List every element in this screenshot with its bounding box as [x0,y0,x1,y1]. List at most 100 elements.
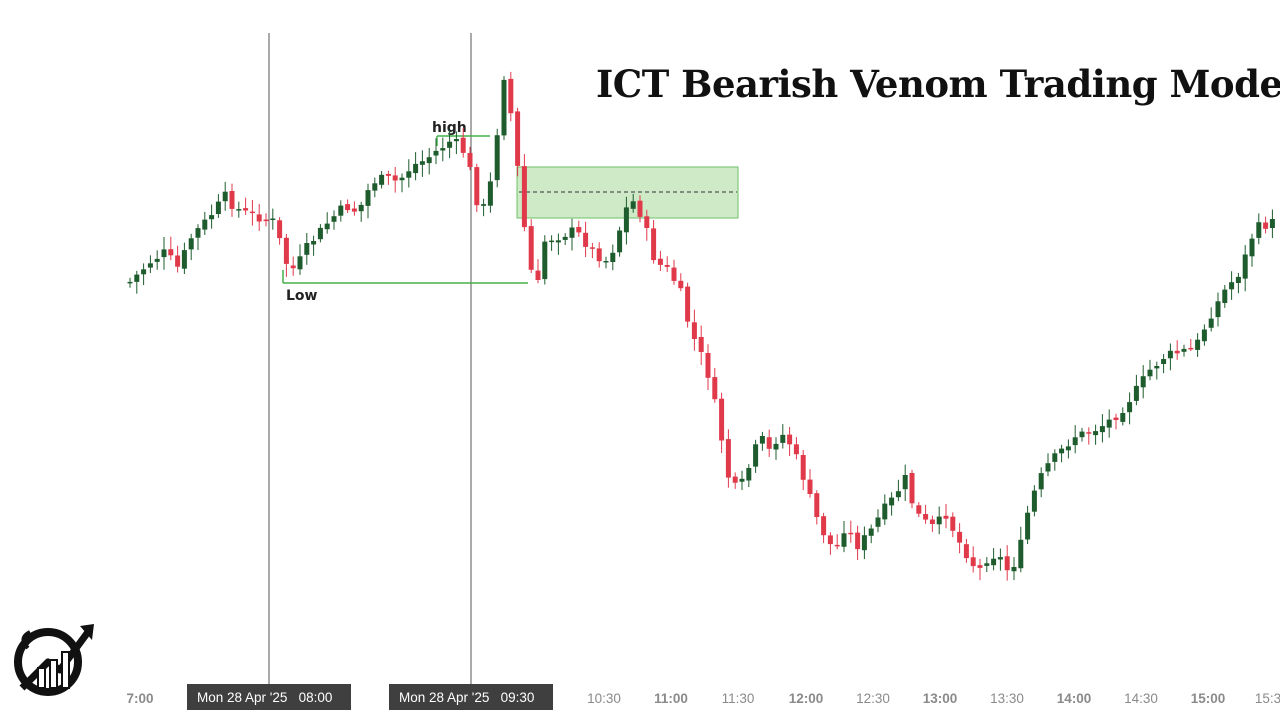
candle-body [494,135,500,181]
candle-body [651,228,657,261]
candle-body [440,148,446,151]
candle-body [800,455,806,480]
candle-body [630,201,636,209]
x-tick-label: 7:00 [126,691,153,706]
candle-body [535,270,541,280]
candle-body [1038,473,1044,490]
candle-body [413,163,419,174]
candle-body [331,216,337,222]
x-tick-label: 14:30 [1124,691,1158,706]
candle-body [821,516,827,536]
candle-body [1093,431,1099,436]
candle-body [1031,490,1037,512]
high-label: high [432,120,467,136]
candle-body [324,223,330,230]
candle-body [1059,448,1065,454]
candle-body [1011,567,1017,572]
candle-body [1127,402,1133,413]
candle-body [1215,301,1221,318]
candle-body [447,141,453,148]
candle-body [1161,359,1167,364]
candle-body [317,227,323,240]
candle-body [855,532,861,550]
x-tick-label: 15:00 [1191,691,1226,706]
candle-body [617,230,623,253]
candle-body [474,167,480,206]
candle-body [243,208,249,211]
candle-body [671,267,677,281]
candle-body [889,497,895,506]
candle-body [542,241,548,280]
candle-body [957,531,963,543]
candle-body [950,516,956,531]
candle-body [481,204,487,206]
candle-body [576,227,582,233]
candle-body [1249,238,1255,257]
x-axis: 7:00 10:30 11:00 11:30 12:00 12:30 13:00 13:30 1… [126,691,1280,706]
candle-body [147,263,153,268]
candle-body [508,78,514,114]
candle-body [923,514,929,520]
candle-body [521,166,527,228]
candle-body [1018,539,1024,569]
candle-body [1133,385,1139,401]
candle-body [1256,222,1262,238]
candle-body [746,468,752,481]
candle-body [501,79,507,136]
candle-body [379,174,385,185]
chart-title: ICT Bearish Venom Trading Model [596,62,1280,106]
candle-body [426,157,432,164]
candle-body [827,535,833,545]
candle-body [419,161,425,165]
candle-body [1045,463,1051,472]
candle-body [984,563,990,566]
candle-body [841,533,847,547]
candle-body [943,515,949,519]
candle-body [392,175,398,181]
candle-body [834,544,840,547]
candle-body [283,237,289,264]
candle-body [154,258,160,262]
candle-body [229,191,235,209]
candle-body [345,204,351,211]
candle-body [766,437,772,449]
candle-body [277,220,283,239]
candle-body [141,269,147,275]
candle-body [970,557,976,567]
x-tick-label: 15:3 [1255,691,1280,706]
candle-body [773,443,779,450]
candle-body [528,226,534,270]
candle-body [739,478,745,482]
candle-body [780,434,786,443]
candle-body [997,557,1003,560]
candle-body [351,208,357,212]
candle-body [909,473,915,504]
candle-body [467,153,473,167]
candle-body [1195,339,1201,350]
candle-body [657,258,663,265]
candle-body [583,232,589,247]
candle-body [209,215,215,220]
candle-body [263,219,269,222]
candle-body [868,528,874,536]
candle-body [991,558,997,566]
time-marker-0800-label: Mon 28 Apr '25 08:00 [197,690,332,705]
candle-body [814,493,820,517]
candle-body [596,248,602,262]
candle-body [453,139,459,142]
candle-body [1106,419,1112,428]
candle-body [569,227,575,238]
candle-body [685,286,691,322]
candle-body [555,240,561,243]
candle-body [753,444,759,467]
candle-body [134,274,140,282]
candle-body [691,322,697,339]
candle-body [215,201,221,214]
x-tick-label: 13:30 [990,691,1024,706]
candle-body [487,181,493,206]
candle-body [290,265,296,269]
time-marker-0930: Mon 28 Apr '25 09:30 [389,684,553,710]
candle-body [1065,446,1071,451]
candle-body [460,137,466,153]
